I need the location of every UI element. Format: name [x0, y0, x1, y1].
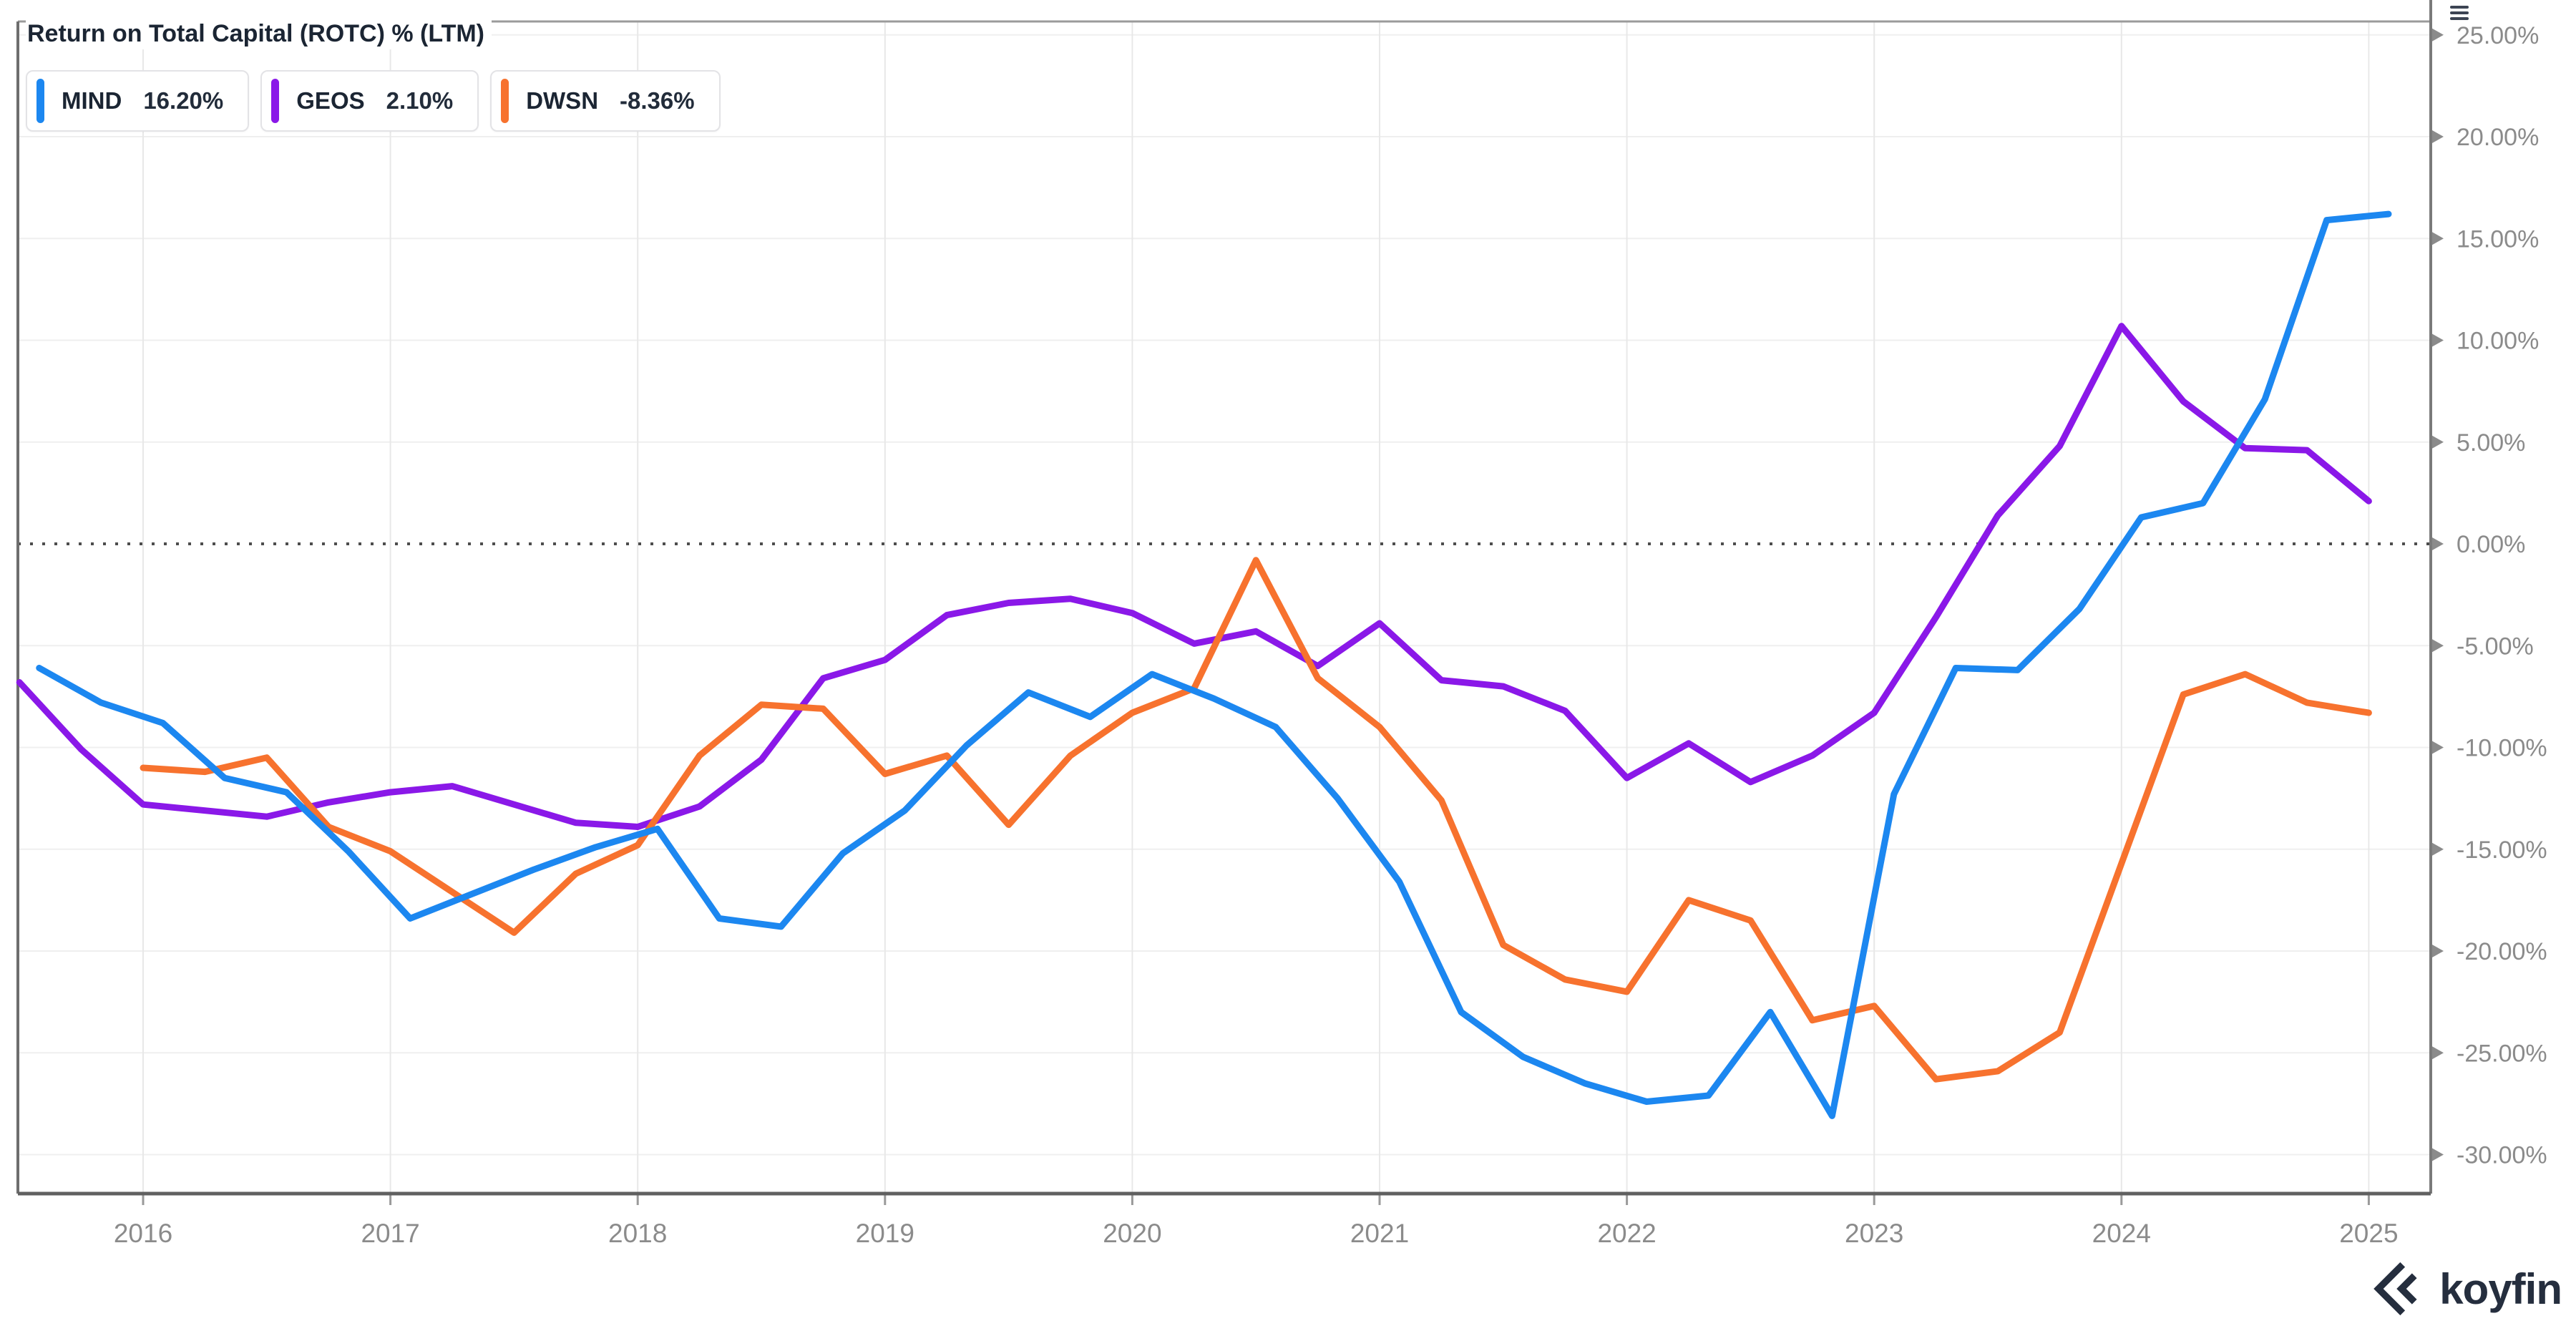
y-axis-tick-arrow — [2432, 741, 2444, 754]
x-axis-label: 2021 — [1350, 1219, 1409, 1248]
x-axis-label: 2024 — [2092, 1219, 2151, 1248]
x-axis-label: 2022 — [1597, 1219, 1656, 1248]
y-axis-label: 15.00% — [2457, 225, 2539, 253]
legend-item-mind[interactable]: MIND 16.20% — [26, 70, 250, 132]
y-axis-label: 10.00% — [2457, 328, 2539, 355]
y-axis-tick-arrow — [2432, 232, 2444, 245]
y-axis-tick-arrow — [2432, 333, 2444, 347]
y-axis-tick-arrow — [2432, 537, 2444, 550]
legend-ticker: GEOS — [296, 87, 365, 114]
series-line-geos[interactable] — [16, 323, 2372, 830]
y-axis-label: 0.00% — [2457, 531, 2525, 558]
y-axis-label: 5.00% — [2457, 429, 2525, 457]
koyfin-logo-icon — [2373, 1262, 2417, 1316]
chart-title: Return on Total Capital (ROTC) % (LTM) — [26, 19, 492, 49]
legend-value: -8.36% — [620, 87, 695, 114]
y-axis-tick-arrow — [2432, 1148, 2444, 1161]
legend-value: 2.10% — [386, 87, 454, 114]
mind-color-bar — [36, 79, 44, 123]
y-axis-label: 25.00% — [2457, 22, 2539, 49]
y-axis-tick-arrow — [2432, 435, 2444, 449]
legend-item-dwsn[interactable]: DWSN -8.36% — [490, 70, 721, 132]
y-axis-label: 20.00% — [2457, 124, 2539, 151]
x-axis-label: 2016 — [114, 1219, 172, 1248]
x-axis-label: 2017 — [361, 1219, 419, 1248]
x-axis-label: 2019 — [856, 1219, 914, 1248]
legend-item-geos[interactable]: GEOS 2.10% — [260, 70, 479, 132]
y-axis-label: -10.00% — [2457, 735, 2547, 762]
y-axis-tick-arrow — [2432, 639, 2444, 653]
y-axis-label: -15.00% — [2457, 837, 2547, 864]
legend-ticker: MIND — [62, 87, 122, 114]
x-axis-label: 2025 — [2339, 1219, 2398, 1248]
x-axis-label: 2018 — [608, 1219, 667, 1248]
geos-color-bar — [271, 79, 280, 123]
y-axis-label: -20.00% — [2457, 938, 2547, 965]
y-axis-tick-arrow — [2432, 1046, 2444, 1060]
y-axis-tick-arrow — [2432, 842, 2444, 856]
legend: MIND 16.20% GEOS 2.10% DWSN -8.36% — [26, 70, 721, 132]
y-axis-label: -5.00% — [2457, 633, 2534, 660]
y-axis-tick-arrow — [2432, 130, 2444, 143]
legend-ticker: DWSN — [526, 87, 599, 114]
koyfin-watermark: koyfin — [2373, 1261, 2562, 1317]
series-line-dwsn[interactable] — [140, 557, 2372, 1083]
y-axis-tick-arrow — [2432, 945, 2444, 957]
y-axis-tick-arrow — [2432, 28, 2444, 42]
koyfin-logo-text: koyfin — [2439, 1264, 2562, 1313]
chart-menu-icon[interactable] — [2450, 6, 2469, 20]
x-axis-label: 2020 — [1103, 1219, 1161, 1248]
y-axis-label: -25.00% — [2457, 1040, 2547, 1067]
series-line-mind[interactable] — [36, 210, 2392, 1119]
x-axis-label: 2023 — [1845, 1219, 1903, 1248]
legend-value: 16.20% — [143, 87, 224, 114]
y-axis-label: -30.00% — [2457, 1142, 2547, 1169]
dwsn-color-bar — [501, 79, 509, 123]
